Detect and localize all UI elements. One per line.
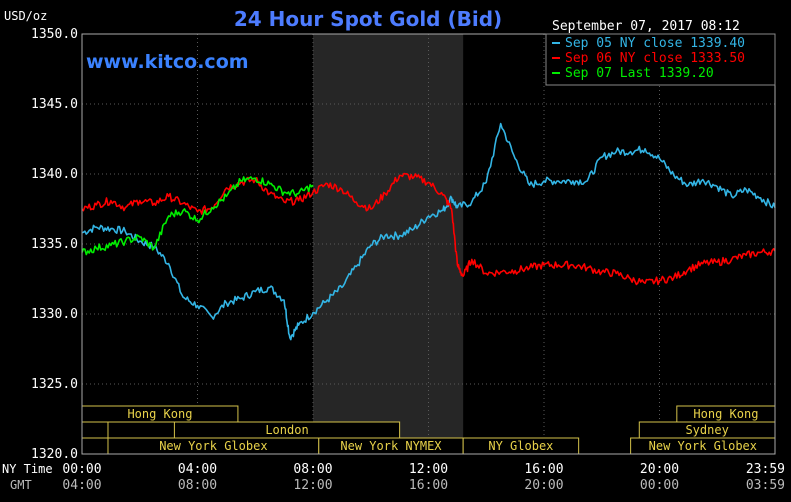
session-label: London [265, 423, 308, 437]
x-tick-label-ny: 00:00 [62, 462, 101, 477]
session-label: Hong Kong [693, 407, 758, 421]
x-tick-label-gmt: 20:00 [524, 478, 563, 493]
legend-entry: Sep 05 NY close 1339.40 [565, 36, 745, 51]
session-bars: Hong Kong Hong Kong London Sydney New York G… [81, 405, 776, 455]
x-tick-label-ny: 08:00 [293, 462, 332, 477]
y-tick-label: 1340.0 [31, 167, 78, 182]
series-line-2 [81, 172, 776, 286]
chart-title: 24 Hour Spot Gold (Bid) [234, 7, 502, 31]
x-tick-label-gmt: 04:00 [62, 478, 101, 493]
x-tick-label-ny: 04:00 [178, 462, 217, 477]
session-bar [81, 421, 109, 439]
ny-time-row-label: NY Time [2, 462, 53, 476]
y-tick-label: 1320.0 [31, 447, 78, 462]
x-tick-label-gmt: 12:00 [293, 478, 332, 493]
session-label: New York Globex [159, 439, 267, 453]
legend-entry: Sep 07 Last 1339.20 [565, 66, 714, 81]
kitco-watermark: www.kitco.com [86, 51, 249, 73]
session-label: Hong Kong [127, 407, 192, 421]
y-tick-label: 1330.0 [31, 307, 78, 322]
x-tick-label-ny: 16:00 [524, 462, 563, 477]
chart-timestamp: September 07, 2017 08:12 [552, 19, 740, 34]
nymex-session-shade [313, 34, 464, 454]
session-label: New York NYMEX [340, 439, 442, 453]
x-tick-label-gmt: 08:00 [178, 478, 217, 493]
y-tick-label: 1335.0 [31, 237, 78, 252]
x-tick-label-ny: 23:59 [746, 462, 785, 477]
y-axis-ticks: 1350.0 1345.0 1340.0 1335.0 1330.0 1325.0 1320… [31, 27, 78, 462]
series-lines [81, 122, 776, 341]
session-label: NY Globex [488, 439, 553, 453]
x-tick-label-gmt: 03:59 [746, 478, 785, 493]
x-tick-label-gmt: 00:00 [640, 478, 679, 493]
y-tick-label: 1345.0 [31, 97, 78, 112]
y-tick-label: 1350.0 [31, 27, 78, 42]
y-tick-label: 1325.0 [31, 377, 78, 392]
plot-frame [81, 33, 776, 455]
legend-box [545, 33, 776, 86]
unit-label: USD/oz [4, 9, 47, 23]
x-tick-label-ny: 20:00 [640, 462, 679, 477]
session-label: New York Globex [649, 439, 757, 453]
legend-entry: Sep 06 NY close 1333.50 [565, 51, 745, 66]
series-line-1 [81, 122, 776, 341]
gmt-row-label: GMT [10, 478, 32, 492]
series-line-3 [81, 176, 314, 256]
session-label: Sydney [685, 423, 728, 437]
x-axis-ticks: 00:0004:0004:0008:0008:0012:0012:0016:00… [62, 462, 785, 493]
x-tick-label-ny: 12:00 [409, 462, 448, 477]
x-tick-label-gmt: 16:00 [409, 478, 448, 493]
